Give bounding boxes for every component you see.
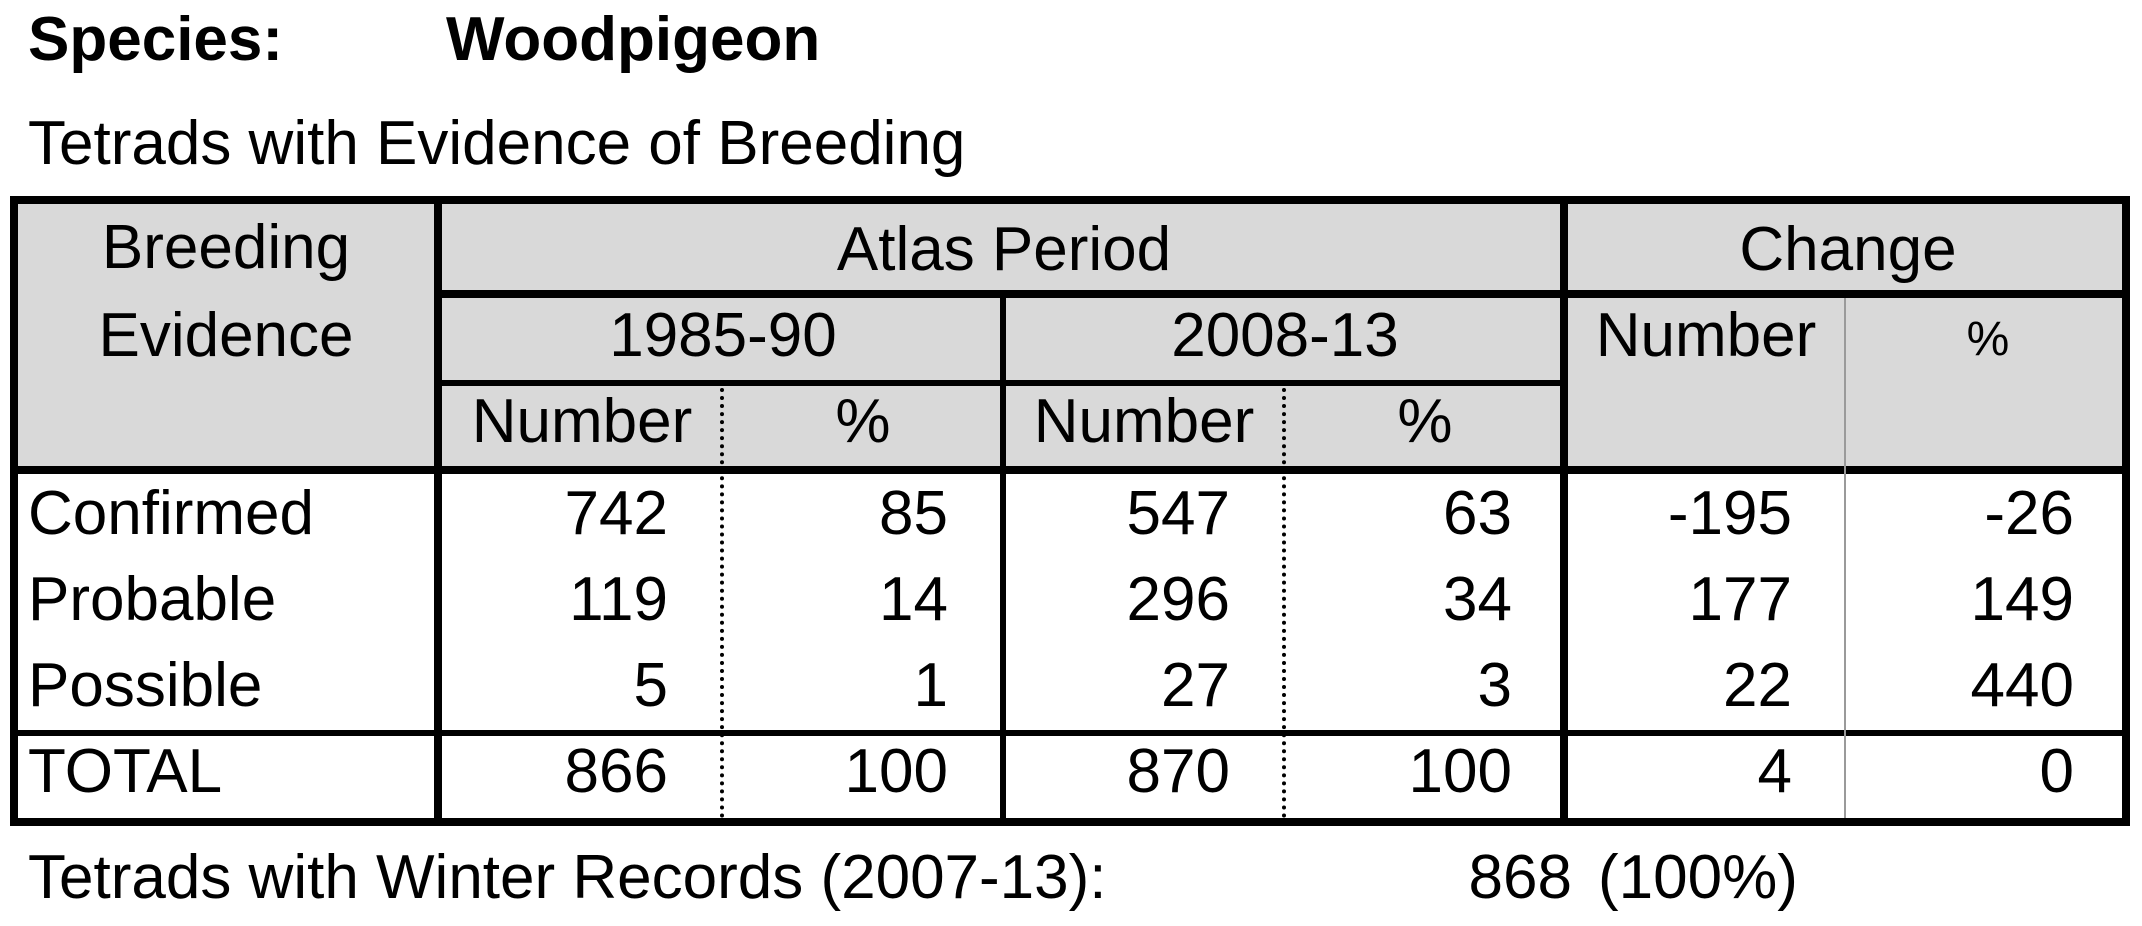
row-total-label: TOTAL <box>28 737 223 806</box>
winter-records-percent: (100%) <box>1598 843 1798 912</box>
row-possible-label: Possible <box>28 651 263 720</box>
row-confirmed-1985-percent: 85 <box>879 479 948 548</box>
header-2008-percent: % <box>1397 387 1453 456</box>
table-border-top <box>10 196 2130 204</box>
rule-under-group-headers <box>442 290 2130 298</box>
species-label: Species: <box>28 5 284 74</box>
table-border-left <box>10 196 18 826</box>
header-1985-number: Number <box>471 387 693 456</box>
dotted-separator-2008 <box>1282 388 1286 818</box>
row-probable-change-percent: 149 <box>1970 565 2074 634</box>
winter-records-footer: Tetrads with Winter Records (2007-13): 8… <box>28 838 1908 918</box>
row-probable-label: Probable <box>28 565 277 634</box>
row-probable-2008-percent: 34 <box>1443 565 1512 634</box>
row-total-1985-percent: 100 <box>844 737 948 806</box>
row-possible-1985-percent: 1 <box>913 651 948 720</box>
header-breeding-evidence-line2: Evidence <box>98 301 354 370</box>
row-confirmed-2008-number: 547 <box>1126 479 1230 548</box>
row-confirmed-2008-percent: 63 <box>1443 479 1512 548</box>
winter-records-value: 868 <box>1468 843 1572 912</box>
table-subtitle: Tetrads with Evidence of Breeding <box>28 109 966 178</box>
header-period-1985-90: 1985-90 <box>609 301 837 370</box>
header-2008-number: Number <box>1033 387 1255 456</box>
row-total-change-number: 4 <box>1757 737 1792 806</box>
row-confirmed-change-percent: -26 <box>1984 479 2074 548</box>
rule-above-total <box>10 730 2130 736</box>
dotted-separator-1985 <box>720 388 724 818</box>
row-confirmed-1985-number: 742 <box>564 479 668 548</box>
header-change-number: Number <box>1595 301 1817 370</box>
row-possible-change-number: 22 <box>1723 651 1792 720</box>
header-1985-percent: % <box>835 387 891 456</box>
row-total-2008-number: 870 <box>1126 737 1230 806</box>
breeding-evidence-table: Breeding Evidence Atlas Period Change 19… <box>10 196 2130 826</box>
row-probable-2008-number: 296 <box>1126 565 1230 634</box>
species-name: Woodpigeon <box>446 5 821 74</box>
rule-between-periods <box>1000 296 1006 826</box>
row-probable-1985-percent: 14 <box>879 565 948 634</box>
row-total-1985-number: 866 <box>564 737 668 806</box>
row-confirmed-label: Confirmed <box>28 479 314 548</box>
row-probable-change-number: 177 <box>1688 565 1792 634</box>
header-period-2008-13: 2008-13 <box>1171 301 1399 370</box>
rule-before-change <box>1560 196 1568 826</box>
species-line: Species: Woodpigeon <box>28 4 820 76</box>
header-breeding-evidence-line1: Breeding <box>101 213 351 282</box>
table-header-background <box>10 196 2130 472</box>
thin-separator-change <box>1844 298 1846 818</box>
row-possible-2008-number: 27 <box>1161 651 1230 720</box>
table-border-bottom <box>10 818 2130 826</box>
header-atlas-period: Atlas Period <box>836 215 1172 284</box>
row-probable-1985-number: 119 <box>569 565 668 634</box>
header-change-percent: % <box>1966 313 2010 366</box>
row-total-2008-percent: 100 <box>1408 737 1512 806</box>
header-change: Change <box>1739 215 1957 284</box>
row-confirmed-change-number: -195 <box>1667 479 1792 548</box>
rule-under-header <box>10 466 2130 474</box>
row-possible-1985-number: 5 <box>633 651 668 720</box>
table-border-right <box>2122 196 2130 826</box>
winter-records-label: Tetrads with Winter Records (2007-13): <box>28 843 1107 912</box>
row-possible-2008-percent: 3 <box>1477 651 1512 720</box>
row-possible-change-percent: 440 <box>1970 651 2074 720</box>
row-total-change-percent: 0 <box>2039 737 2074 806</box>
rule-after-label-column <box>434 196 442 826</box>
